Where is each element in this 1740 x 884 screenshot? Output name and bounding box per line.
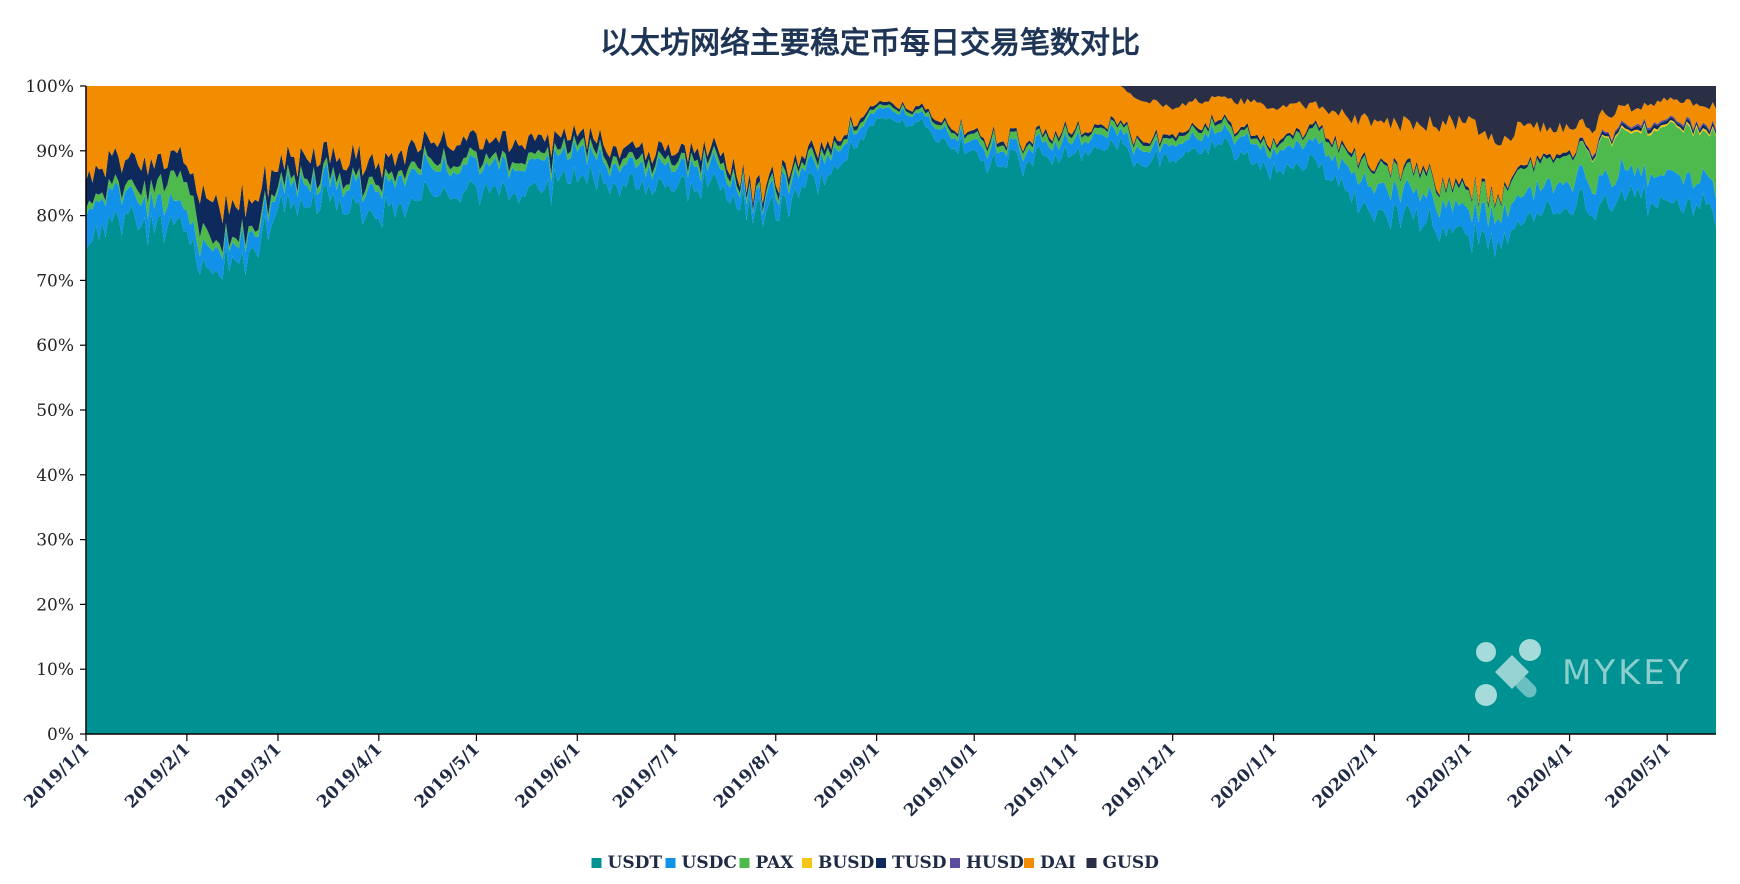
legend-swatch — [950, 858, 960, 868]
legend-item-gusd: GUSD — [1086, 853, 1160, 873]
x-tick-label: 2019/8/1 — [710, 739, 783, 812]
area-usdc — [86, 107, 1716, 280]
legend-label: BUSD — [818, 853, 874, 873]
x-tick-label: 2019/2/1 — [121, 739, 194, 812]
x-tick-label: 2020/2/1 — [1309, 739, 1382, 812]
legend-swatch — [876, 858, 886, 868]
x-tick-label: 2019/11/1 — [1001, 739, 1082, 820]
area-dai — [86, 86, 1716, 224]
legend-label: USDT — [608, 853, 663, 873]
y-tick-label: 50% — [36, 401, 74, 421]
legend-label: PAX — [756, 853, 795, 873]
x-tick-label: 2020/3/1 — [1403, 739, 1476, 812]
legend-swatch — [739, 858, 750, 868]
legend-item-pax: PAX — [739, 853, 795, 873]
x-tick-label: 2020/5/1 — [1602, 739, 1675, 812]
area-pax — [86, 104, 1716, 260]
area-usdt — [86, 117, 1716, 734]
x-tick-label: 2019/7/1 — [609, 739, 682, 812]
y-tick-label: 60% — [36, 336, 74, 356]
x-tick-label: 2019/9/1 — [811, 739, 884, 812]
legend-item-usdt: USDT — [591, 853, 663, 873]
y-tick-label: 0% — [47, 725, 74, 745]
y-tick-label: 10% — [36, 660, 74, 680]
legend-item-dai: DAI — [1024, 853, 1076, 873]
legend-label: DAI — [1040, 853, 1076, 873]
area-gusd — [86, 86, 1716, 146]
y-tick-label: 40% — [36, 466, 74, 486]
y-tick-label: 90% — [36, 142, 74, 162]
x-tick-label: 2019/12/1 — [1099, 739, 1180, 820]
legend-swatch — [665, 858, 676, 868]
y-tick-label: 70% — [36, 271, 74, 291]
y-tick-label: 20% — [36, 595, 74, 615]
legend-item-busd: BUSD — [802, 853, 874, 873]
legend: USDT USDC PAX BUSD TUSD HUSD DAI GUSD — [591, 853, 1160, 873]
legend-item-tusd: TUSD — [876, 853, 947, 873]
legend-swatch — [591, 858, 602, 868]
mykey-watermark: MYKEY — [1475, 639, 1692, 706]
legend-label: GUSD — [1103, 853, 1160, 873]
x-tick-label: 2019/4/1 — [313, 739, 386, 812]
legend-label: TUSD — [892, 853, 947, 873]
legend-label: HUSD — [966, 853, 1024, 873]
y-tick-label: 80% — [36, 207, 74, 227]
x-tick-label: 2019/10/1 — [900, 739, 981, 820]
plot-area — [86, 86, 1716, 734]
watermark-text: MYKEY — [1562, 653, 1692, 693]
legend-label: USDC — [682, 853, 737, 873]
x-tick-label: 2019/3/1 — [212, 739, 285, 812]
legend-swatch — [802, 858, 812, 868]
x-tick-label: 2019/5/1 — [411, 739, 484, 812]
x-tick-label: 2020/1/1 — [1208, 739, 1281, 812]
x-tick-label: 2019/1/1 — [20, 739, 93, 812]
chart-title: 以太坊网络主要稳定币每日交易笔数对比 — [600, 26, 1140, 61]
x-tick-label: 2020/4/1 — [1504, 739, 1577, 812]
legend-swatch — [1086, 858, 1097, 868]
y-tick-label: 30% — [36, 531, 74, 551]
y-tick-label: 100% — [25, 77, 74, 97]
legend-swatch — [1024, 858, 1034, 868]
x-tick-label: 2019/6/1 — [512, 739, 585, 812]
x-axis-ticks: 2019/1/1 2019/2/1 2019/3/1 2019/4/1 2019/5/1… — [20, 734, 1675, 821]
mykey-logo-icon — [1475, 639, 1541, 706]
legend-item-husd: HUSD — [950, 853, 1024, 873]
legend-item-usdc: USDC — [665, 853, 737, 873]
y-axis-ticks: 0% 10% 20% 30% 40% 50% 60% 70% 80% 90% 100% — [25, 77, 86, 745]
